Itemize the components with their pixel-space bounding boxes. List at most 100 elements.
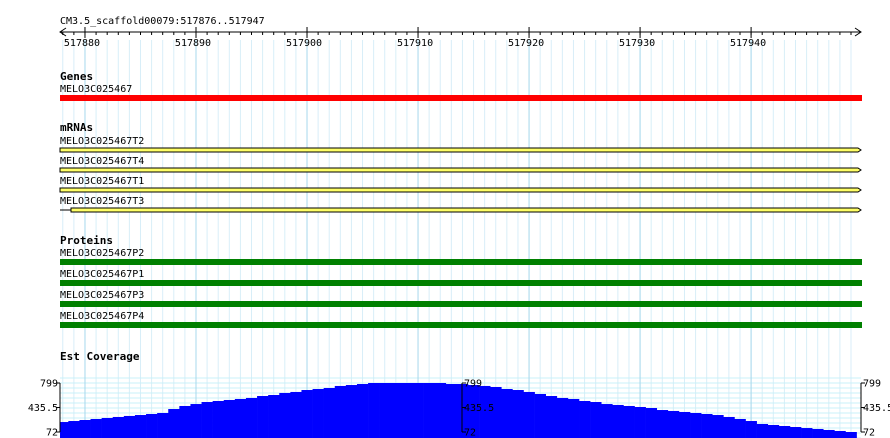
mrna-bar bbox=[70, 207, 862, 213]
coverage-bar bbox=[79, 420, 91, 438]
feature-label: MELO3C025467P2 bbox=[60, 248, 144, 259]
coverage-bar bbox=[60, 422, 69, 438]
feature-label: MELO3C025467P3 bbox=[60, 290, 144, 301]
feature-label: MELO3C025467P1 bbox=[60, 269, 144, 280]
coverage-bar bbox=[401, 383, 413, 438]
coverage-bar bbox=[301, 390, 313, 438]
coverage-bar bbox=[201, 402, 213, 438]
ruler-label: 517890 bbox=[175, 38, 211, 49]
coverage-bar bbox=[656, 410, 669, 438]
coverage-bar bbox=[723, 416, 735, 438]
coverage-bar bbox=[512, 390, 524, 438]
feature-label: MELO3C025467T4 bbox=[60, 156, 144, 167]
coverage-bar bbox=[423, 383, 435, 438]
coverage-bar bbox=[789, 427, 802, 438]
coverage-bar bbox=[390, 383, 402, 438]
feature-label: MELO3C025467 bbox=[60, 84, 132, 95]
coverage-bar bbox=[279, 392, 291, 438]
coverage-bar bbox=[379, 383, 391, 438]
coverage-bar bbox=[368, 383, 380, 438]
ruler-label: 517930 bbox=[619, 38, 655, 49]
coverage-bar bbox=[290, 391, 302, 438]
coverage-bar bbox=[601, 404, 613, 438]
coverage-bar bbox=[101, 417, 114, 438]
feature-label: MELO3C025467T1 bbox=[60, 176, 144, 187]
coverage-bar bbox=[812, 428, 824, 438]
ruler-label: 517940 bbox=[730, 38, 766, 49]
y-tick-label: 435.5 bbox=[28, 403, 58, 414]
y-tick-label: 799 bbox=[464, 379, 482, 390]
coverage-bar bbox=[234, 398, 247, 438]
ruler-title: CM3.5_scaffold00079:517876..517947 bbox=[60, 16, 265, 27]
coverage-bar bbox=[112, 416, 125, 438]
coverage-bar bbox=[612, 404, 624, 438]
coverage-bar bbox=[312, 388, 324, 438]
coverage-bar bbox=[268, 394, 280, 438]
coverage-bar bbox=[445, 384, 458, 438]
coverage-bar bbox=[168, 409, 180, 438]
coverage-bar bbox=[412, 383, 424, 438]
track-title: mRNAs bbox=[60, 121, 93, 134]
coverage-bar bbox=[345, 385, 358, 438]
coverage-bar bbox=[146, 414, 158, 438]
y-tick-label: 72 bbox=[46, 428, 58, 438]
y-tick-label: 799 bbox=[863, 379, 881, 390]
coverage-bar bbox=[690, 412, 702, 438]
coverage-bar bbox=[801, 428, 813, 438]
coverage-bar bbox=[323, 387, 336, 438]
mrna-bar bbox=[59, 147, 862, 153]
coverage-bar bbox=[678, 411, 691, 438]
coverage-bar bbox=[223, 399, 236, 438]
coverage-bar bbox=[567, 398, 580, 438]
coverage-bars bbox=[60, 383, 857, 438]
coverage-bar bbox=[845, 432, 857, 438]
coverage-bar bbox=[734, 418, 746, 438]
ruler-arrow bbox=[59, 27, 862, 37]
protein-bar bbox=[60, 259, 862, 265]
coverage-bar bbox=[157, 412, 169, 438]
mrna-bar bbox=[59, 187, 862, 193]
gene-bar bbox=[60, 95, 862, 101]
ruler-label: 517910 bbox=[397, 38, 433, 49]
coverage-bar bbox=[701, 414, 713, 438]
protein-bar bbox=[60, 301, 862, 307]
coverage-bar bbox=[545, 396, 558, 438]
coverage-bar bbox=[523, 391, 535, 438]
feature-label: MELO3C025467T2 bbox=[60, 136, 144, 147]
coverage-bar bbox=[434, 383, 447, 438]
coverage-bar bbox=[501, 388, 513, 438]
coverage-bar bbox=[257, 396, 269, 438]
coverage-bar bbox=[745, 421, 757, 438]
coverage-bar bbox=[645, 408, 658, 438]
protein-bar bbox=[60, 280, 862, 286]
coverage-bar bbox=[68, 421, 80, 438]
coverage-bar bbox=[579, 400, 591, 438]
coverage-bar bbox=[123, 415, 136, 438]
coverage-bar bbox=[356, 384, 369, 438]
coverage-bar bbox=[556, 397, 569, 438]
coverage-bar bbox=[834, 430, 846, 438]
feature-label: MELO3C025467P4 bbox=[60, 311, 144, 322]
feature-label: MELO3C025467T3 bbox=[60, 196, 144, 207]
coverage-bar bbox=[245, 397, 258, 438]
coverage-bar bbox=[212, 400, 225, 438]
mrna-bar bbox=[59, 167, 862, 173]
coverage-bar bbox=[90, 418, 102, 438]
coverage-bar bbox=[467, 385, 480, 438]
coverage-bar bbox=[534, 393, 547, 438]
coverage-bar bbox=[490, 386, 502, 438]
tracks: CM3.5_scaffold00079:517876..517947 517880… bbox=[28, 16, 890, 438]
coverage-bar bbox=[623, 405, 635, 438]
coverage-bar bbox=[190, 404, 202, 438]
track-title: Est Coverage bbox=[60, 350, 140, 363]
y-tick-label: 435.5 bbox=[464, 403, 494, 414]
coverage-bar bbox=[667, 410, 680, 438]
coverage-bar bbox=[334, 385, 347, 438]
ruler-label: 517900 bbox=[286, 38, 322, 49]
ruler-label: 517920 bbox=[508, 38, 544, 49]
coverage-bar bbox=[767, 424, 780, 438]
coverage-bar bbox=[712, 415, 724, 438]
coverage-bar bbox=[456, 384, 469, 438]
coverage-bar bbox=[778, 426, 791, 438]
